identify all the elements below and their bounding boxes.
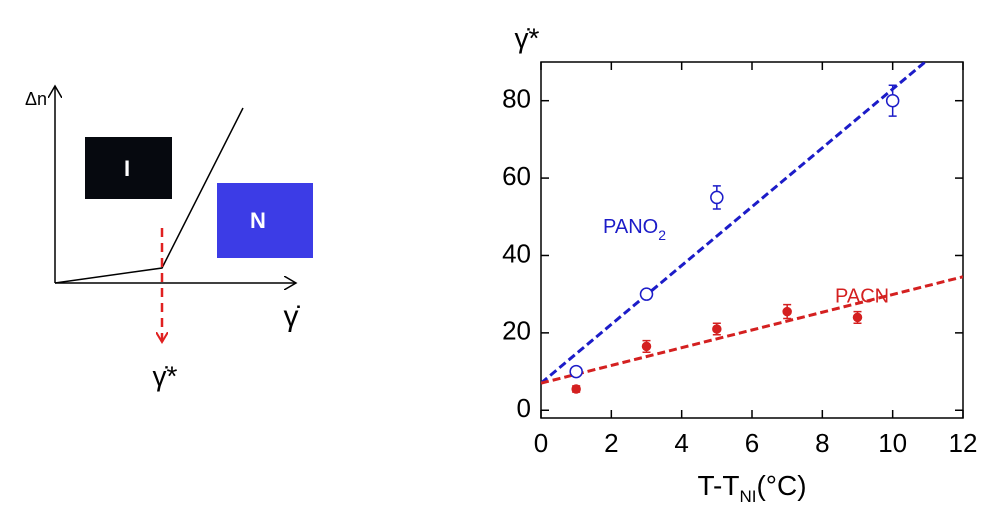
nematic-image: [217, 183, 313, 258]
data-point: [641, 341, 652, 352]
x-tick-label: 8: [815, 428, 829, 458]
series-label: PACN: [835, 285, 889, 307]
data-point: [639, 287, 654, 301]
isotropic-image: [85, 137, 172, 199]
x-tick-label: 0: [534, 428, 548, 458]
x-label-suffix: (°C): [756, 470, 806, 501]
y-tick-label: 40: [502, 238, 531, 268]
shear-rate-label: γ̇: [284, 300, 301, 333]
critical-rate-label: γ̇*: [153, 360, 178, 391]
data-point: [710, 190, 724, 205]
data-point: [571, 384, 581, 394]
plot-frame: [540, 61, 964, 419]
y-tick-label: 60: [502, 161, 531, 191]
y-axis-label: γ̇*: [515, 22, 540, 53]
x-tick-label: 4: [674, 428, 688, 458]
y-tick-label: 0: [517, 393, 531, 423]
fit-line: [541, 275, 963, 385]
x-label-main: T-T: [697, 470, 739, 501]
data-point: [569, 364, 583, 379]
x-tick-label: 2: [604, 428, 618, 458]
x-tick-label: 12: [949, 428, 978, 458]
isotropic-label: I: [124, 156, 130, 181]
data-point: [885, 93, 900, 108]
series-label-main: PANO: [603, 216, 658, 238]
data-point: [852, 312, 863, 323]
series-label-sub: 2: [658, 227, 666, 243]
x-axis-label: T-TNI(°C): [697, 470, 806, 506]
plot-area: [541, 62, 963, 394]
birefringence-curve: [54, 107, 244, 284]
delta-n-label: Δn: [25, 89, 47, 109]
x-tick-label: 6: [745, 428, 759, 458]
data-point: [712, 324, 722, 334]
nematic-label: N: [250, 208, 266, 233]
series-label: PANO2: [603, 216, 666, 242]
schematic: I N Δn γ̇ γ̇*: [25, 86, 313, 391]
x-label-sub: NI: [739, 487, 756, 506]
data-point: [782, 306, 792, 317]
y-tick-label: 80: [502, 84, 531, 114]
x-tick-label: 10: [878, 428, 907, 458]
y-tick-label: 20: [502, 316, 531, 346]
